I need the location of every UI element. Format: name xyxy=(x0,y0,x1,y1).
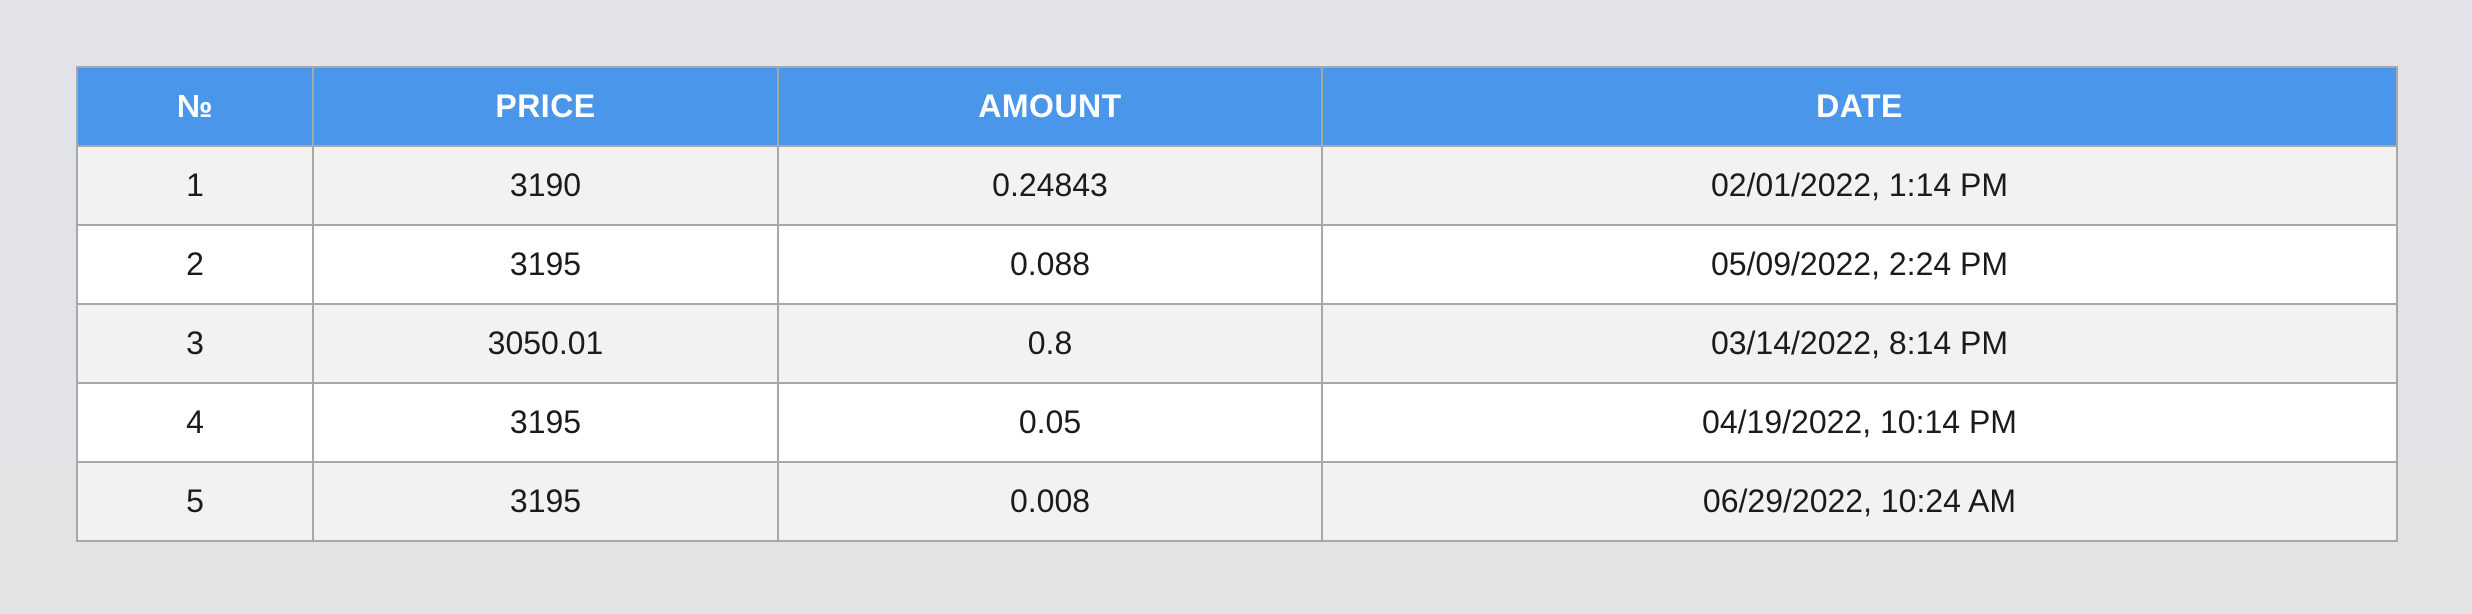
cell-price: 3195 xyxy=(312,224,779,305)
table-row[interactable]: 5 3195 0.008 06/29/2022, 10:24 AM xyxy=(76,461,2398,542)
cell-date: 04/19/2022, 10:14 PM xyxy=(1321,382,2398,463)
table-body: 1 3190 0.24843 02/01/2022, 1:14 PM 2 319… xyxy=(76,145,2398,542)
column-header-number[interactable]: № xyxy=(76,66,314,147)
cell-number: 2 xyxy=(76,224,314,305)
cell-amount: 0.24843 xyxy=(777,145,1323,226)
cell-price: 3195 xyxy=(312,461,779,542)
cell-amount: 0.05 xyxy=(777,382,1323,463)
cell-date: 06/29/2022, 10:24 AM xyxy=(1321,461,2398,542)
column-header-date[interactable]: DATE xyxy=(1321,66,2398,147)
table-row[interactable]: 3 3050.01 0.8 03/14/2022, 8:14 PM xyxy=(76,303,2398,384)
cell-number: 5 xyxy=(76,461,314,542)
orders-table-container: № PRICE AMOUNT DATE 1 3190 0.24843 02/01… xyxy=(76,66,2398,542)
table-header: № PRICE AMOUNT DATE xyxy=(76,66,2398,147)
cell-amount: 0.8 xyxy=(777,303,1323,384)
table-row[interactable]: 4 3195 0.05 04/19/2022, 10:14 PM xyxy=(76,382,2398,463)
table-row[interactable]: 2 3195 0.088 05/09/2022, 2:24 PM xyxy=(76,224,2398,305)
cell-amount: 0.088 xyxy=(777,224,1323,305)
cell-number: 1 xyxy=(76,145,314,226)
column-header-amount[interactable]: AMOUNT xyxy=(777,66,1323,147)
cell-amount: 0.008 xyxy=(777,461,1323,542)
cell-price: 3195 xyxy=(312,382,779,463)
cell-date: 03/14/2022, 8:14 PM xyxy=(1321,303,2398,384)
column-header-price[interactable]: PRICE xyxy=(312,66,779,147)
header-row: № PRICE AMOUNT DATE xyxy=(76,66,2398,147)
cell-number: 4 xyxy=(76,382,314,463)
cell-date: 02/01/2022, 1:14 PM xyxy=(1321,145,2398,226)
table-row[interactable]: 1 3190 0.24843 02/01/2022, 1:14 PM xyxy=(76,145,2398,226)
cell-date: 05/09/2022, 2:24 PM xyxy=(1321,224,2398,305)
cell-number: 3 xyxy=(76,303,314,384)
cell-price: 3190 xyxy=(312,145,779,226)
orders-table: № PRICE AMOUNT DATE 1 3190 0.24843 02/01… xyxy=(76,66,2398,542)
cell-price: 3050.01 xyxy=(312,303,779,384)
